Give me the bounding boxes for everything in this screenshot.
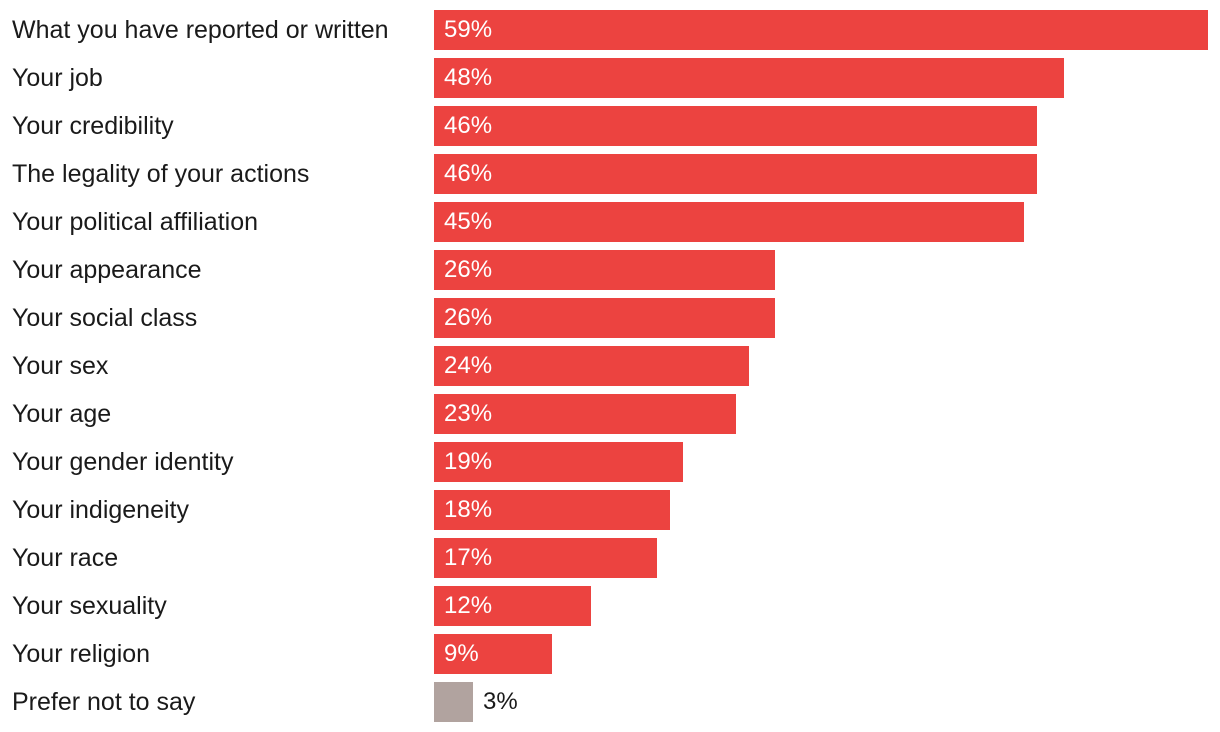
bar [434,346,749,386]
category-label: Your social class [12,304,198,332]
bar [434,10,1208,50]
bar [434,106,1037,146]
category-label: Your gender identity [12,448,234,476]
bar [434,538,657,578]
chart-row: Your sexuality 12% [0,586,1220,626]
category-label: Your age [12,400,112,428]
value-label: 46% [444,160,493,187]
chart-row: Your gender identity 19% [0,442,1220,482]
bar [434,58,1064,98]
category-label: Your sexuality [12,592,167,620]
chart-row: Your appearance 26% [0,250,1220,290]
category-label: Your appearance [12,256,202,284]
chart-row: Your social class 26% [0,298,1220,338]
value-label: 12% [444,592,493,619]
bar [434,442,683,482]
bar [434,394,736,434]
value-label: 3% [483,688,518,715]
chart-row: Your sex 24% [0,346,1220,386]
category-label: What you have reported or written [12,16,389,44]
bar [434,586,591,626]
bar [434,682,473,722]
value-label: 23% [444,400,493,427]
chart-row: Your political affiliation 45% [0,202,1220,242]
category-label: Your race [12,544,119,572]
category-label: Your indigeneity [12,496,189,524]
bar [434,634,552,674]
bar [434,490,670,530]
value-label: 18% [444,496,493,523]
category-label: The legality of your actions [12,160,310,188]
chart-row: Prefer not to say 3% [0,682,1220,722]
chart-row: Your job 48% [0,58,1220,98]
category-label: Your religion [12,640,151,668]
value-label: 17% [444,544,493,571]
value-label: 24% [444,352,493,379]
value-label: 45% [444,208,493,235]
bar [434,250,775,290]
chart-row: Your age 23% [0,394,1220,434]
category-label: Your job [12,64,103,92]
category-label: Your sex [12,352,109,380]
value-label: 46% [444,112,493,139]
chart-row: Your race 17% [0,538,1220,578]
value-label: 48% [444,64,493,91]
chart-row: Your indigeneity 18% [0,490,1220,530]
category-label: Your political affiliation [12,208,258,236]
chart-row: Your religion 9% [0,634,1220,674]
bar [434,298,775,338]
value-label: 59% [444,16,493,43]
chart-row: What you have reported or written 59% [0,10,1220,50]
bar [434,202,1024,242]
category-label: Your credibility [12,112,174,140]
chart-row: Your credibility 46% [0,106,1220,146]
category-label: Prefer not to say [12,688,196,716]
bar [434,154,1037,194]
value-label: 26% [444,256,493,283]
value-label: 19% [444,448,493,475]
value-label: 26% [444,304,493,331]
chart-row: The legality of your actions 46% [0,154,1220,194]
value-label: 9% [444,640,479,667]
